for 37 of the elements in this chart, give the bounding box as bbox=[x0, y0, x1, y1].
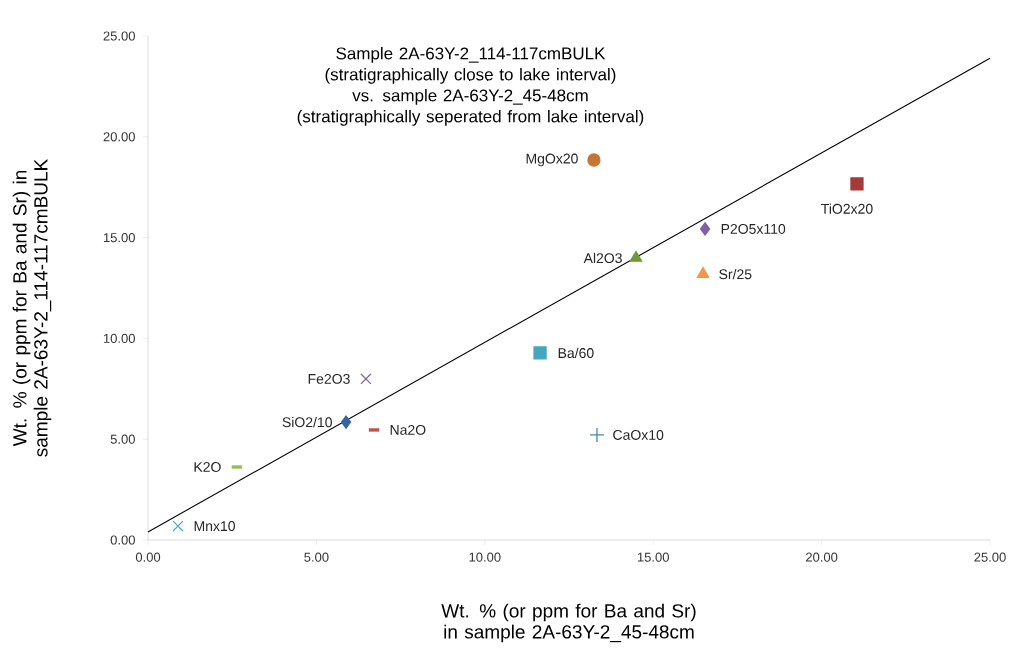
y-tick-label: 20.00 bbox=[103, 132, 135, 142]
x-tick-label: 10.00 bbox=[469, 552, 501, 562]
series-label: TiO2x20 bbox=[821, 203, 873, 214]
y-tick-label: 10.00 bbox=[103, 333, 135, 343]
point bbox=[589, 427, 605, 443]
x-tick-label: 15.00 bbox=[637, 552, 669, 562]
x-tick-label: 25.00 bbox=[974, 552, 1006, 562]
series-label: P2O5x110 bbox=[721, 223, 786, 234]
series-label: Sr/25 bbox=[719, 268, 752, 280]
series-label: MgOx20 bbox=[526, 153, 578, 167]
series-label: SiO2/10 bbox=[282, 416, 332, 428]
point bbox=[850, 177, 864, 191]
series-label: Na2O bbox=[390, 424, 426, 435]
point bbox=[587, 153, 601, 167]
series-label: CaOx10 bbox=[613, 429, 664, 440]
y-tick-label: 0.00 bbox=[110, 535, 135, 545]
series-label: Ba/60 bbox=[558, 347, 594, 359]
x-axis-title: Wt. % (or ppm for Ba and Sr) in sample 2A-63Y-2_45-48cm bbox=[441, 603, 696, 643]
x-tick-label: 20.00 bbox=[805, 552, 838, 562]
point bbox=[340, 415, 352, 429]
point bbox=[360, 373, 372, 385]
text: Sample 2A-63Y-2_114-117cmBULK (stratigraphically close to lake interval) vs. sample 2A-63Y-2_45-48cm (stratigraphically seperated from lake interval) bbox=[297, 46, 644, 126]
x-tick-label: 5.00 bbox=[304, 552, 329, 562]
y-tick-label: 25.00 bbox=[103, 31, 135, 41]
series-label: Al2O3 bbox=[583, 252, 622, 264]
series-label: Mnx10 bbox=[194, 521, 235, 532]
point bbox=[172, 520, 184, 532]
point bbox=[629, 250, 643, 262]
series-label: K2O bbox=[194, 462, 221, 472]
point bbox=[533, 346, 547, 360]
x-tick-label: 0.00 bbox=[135, 552, 161, 562]
y-tick-label: 15.00 bbox=[103, 232, 135, 243]
point bbox=[696, 266, 710, 278]
y-axis-title: Wt. % (or ppm for Ba and Sr) in sample 2A-63Y-2_114-117cmBULK bbox=[12, 158, 52, 457]
point bbox=[699, 222, 711, 236]
series-label: Fe2O3 bbox=[308, 373, 350, 384]
y-tick-label: 5.00 bbox=[110, 434, 135, 444]
